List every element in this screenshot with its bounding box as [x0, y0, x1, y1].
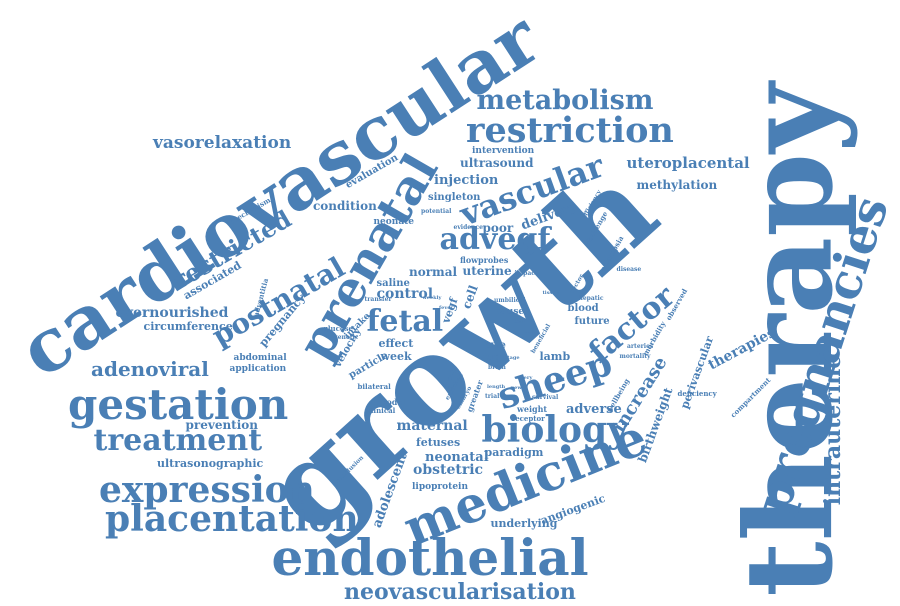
cloud-word: effect — [378, 336, 414, 350]
cloud-word: transfer — [364, 296, 392, 303]
cloud-word: circumference — [143, 319, 233, 333]
cloud-word: lamb — [539, 349, 571, 363]
cloud-word: cord — [513, 318, 527, 325]
cloud-word: treatment — [93, 423, 263, 458]
cloud-word: uteroplacental — [626, 153, 750, 172]
cloud-word: application — [229, 363, 287, 374]
cloud-word: glucose — [323, 323, 353, 333]
cloud-word: hepatic — [578, 295, 604, 302]
cloud-word: uterine — [462, 264, 512, 278]
cloud-word: mortality — [619, 353, 651, 360]
cloud-word: length — [487, 383, 506, 390]
cloud-word: iugr — [482, 352, 506, 363]
cloud-word: receptor — [511, 413, 545, 423]
cloud-word: adverse — [566, 401, 622, 417]
cloud-word: evidence — [453, 224, 483, 231]
cloud-word: fever — [439, 304, 454, 311]
cloud-word: endothelial — [271, 528, 589, 587]
cloud-word: intervention — [472, 145, 535, 156]
cloud-word: disease — [616, 266, 642, 273]
cloud-word: artery — [515, 374, 533, 381]
cloud-word: week — [380, 349, 412, 363]
cloud-word: blood — [567, 303, 599, 314]
cloud-word: control — [376, 286, 434, 302]
cloud-word: obstetric — [413, 462, 484, 478]
cloud-word: lipoprotein — [412, 481, 469, 492]
cloud-word: weight — [517, 404, 548, 414]
cloud-word: injection — [434, 172, 499, 188]
cloud-word: intrauterine — [820, 354, 847, 506]
cloud-word: fetuses — [416, 435, 461, 449]
cloud-word: clinical — [366, 405, 396, 415]
cloud-word: adenoviral — [91, 357, 209, 381]
cloud-word: genetic — [333, 334, 359, 341]
cloud-word: abdominal — [233, 352, 287, 363]
cloud-word: ultrasound — [460, 156, 534, 170]
cloud-word: impact — [514, 270, 538, 277]
cloud-word: weekly — [422, 294, 442, 301]
cloud-word: trial — [485, 393, 500, 400]
cloud-word: stage — [504, 354, 520, 361]
cloud-word: bilateral — [357, 381, 391, 391]
cloud-word: expression — [99, 469, 315, 511]
cloud-word: underlying — [490, 516, 558, 530]
cloud-word: fetal — [366, 304, 444, 339]
cloud-word: deficiency — [677, 388, 717, 398]
cloud-word: new — [510, 384, 522, 391]
cloud-word: gestation — [68, 380, 289, 429]
cloud-word: restriction — [466, 109, 674, 151]
cloud-word: uric — [525, 329, 537, 336]
cloud-word: paradigm — [484, 445, 544, 459]
cloud-word: umbilical — [494, 297, 526, 304]
cloud-word: model — [378, 397, 406, 407]
cloud-word: ewe — [484, 340, 506, 351]
cloud-word: arteries — [627, 343, 654, 350]
cloud-word: vasorelaxation — [153, 132, 292, 153]
cloud-word: singleton — [428, 192, 481, 203]
cloud-word: placentation — [105, 498, 359, 540]
cloud-word: fall — [555, 376, 565, 383]
cloud-word: advegf — [439, 222, 551, 257]
cloud-word: normal — [409, 265, 458, 279]
cloud-word: neonatal — [425, 449, 489, 465]
cloud-word: biology — [481, 409, 629, 451]
cloud-word: perivascular — [677, 333, 717, 411]
cloud-word: methylation — [636, 178, 718, 192]
cloud-word: neovascularisation — [344, 579, 576, 605]
cloud-word: poor — [482, 221, 514, 235]
cloud-word: metabolism — [476, 84, 654, 116]
cloud-word: maternal — [396, 418, 468, 434]
cloud-word: condition — [313, 199, 377, 213]
cloud-word: overnourished — [115, 305, 229, 321]
cloud-word: survival — [532, 394, 559, 401]
cloud-word: future — [574, 316, 610, 327]
cloud-word: brain — [488, 364, 506, 371]
cloud-word: tissue — [542, 289, 560, 296]
cloud-word: potential — [421, 208, 452, 215]
cloud-word: prevention — [185, 418, 259, 432]
cloud-word: neonate — [373, 216, 415, 227]
cloud-word: ultrasonographic — [157, 456, 264, 470]
cloud-word: saline — [376, 278, 410, 289]
cloud-word: cause — [495, 306, 525, 317]
cloud-word: flowprobes — [460, 255, 509, 265]
